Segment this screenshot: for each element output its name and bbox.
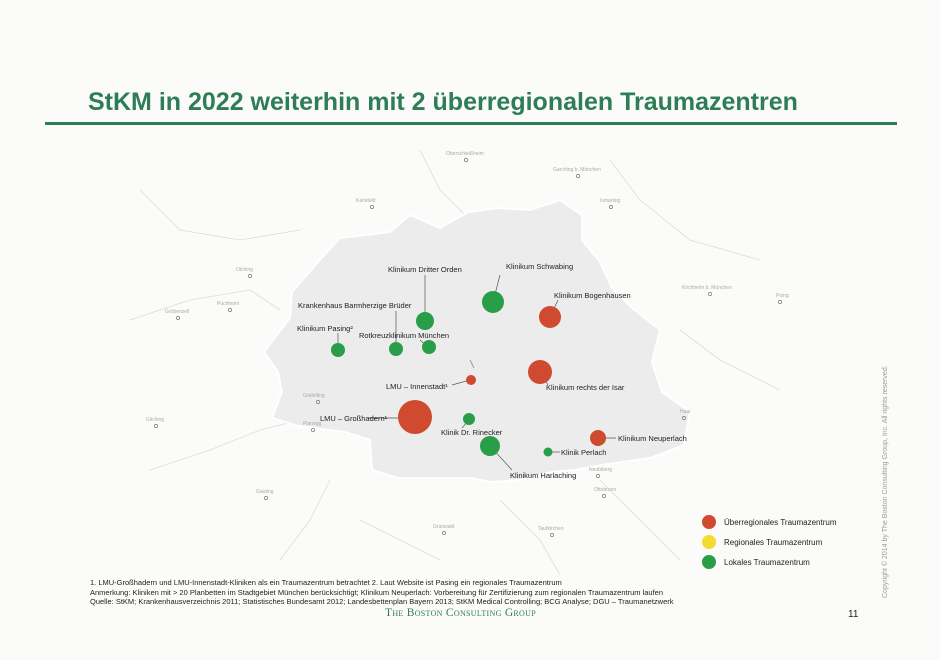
marker-lmu-grosshadern [398, 400, 432, 434]
clinic-label-lmu-grosshadern: LMU – Großhadern¹ [320, 414, 388, 423]
marker-klinikum-neuperlach [590, 430, 606, 446]
legend-dot-ueberregional [702, 515, 716, 529]
marker-klinik-perlach [543, 447, 553, 457]
marker-klinikum-pasing [331, 343, 345, 357]
legend-dot-lokal [702, 555, 716, 569]
footnotes: 1. LMU-Großhadern und LMU-Innenstadt-Kli… [90, 578, 810, 607]
place-label: Garching b. München [553, 167, 601, 173]
title-underline [45, 122, 897, 125]
marker-klinikum-bogenhausen [539, 306, 561, 328]
place-label: Oberschleißheim [446, 151, 484, 157]
marker-klinikum-dritter-orden [416, 312, 434, 330]
marker-klinik-dr-rinecker [463, 413, 475, 425]
legend-dot-regional [702, 535, 716, 549]
place-label: Planegg [303, 421, 322, 427]
place-label: Puchheim [217, 301, 240, 307]
marker-krankenhaus-barmherzige-brueder [389, 342, 403, 356]
clinic-label-lmu-innenstadt: LMU – Innenstadt¹ [386, 382, 448, 391]
clinic-label-dr-rinecker: Klinik Dr. Rinecker [441, 428, 503, 437]
marker-klinikum-rechts-der-isar [528, 360, 552, 384]
place-label: Ottobrunn [594, 487, 617, 493]
place-label: Karlsfeld [356, 198, 376, 204]
marker-klinikum-schwabing [482, 291, 504, 313]
clinic-label-pasing: Klinikum Pasing² [297, 324, 353, 333]
marker-klinikum-harlaching [480, 436, 500, 456]
clinic-label-bogenhausen: Klinikum Bogenhausen [554, 291, 631, 300]
place-label: Taufkirchen [538, 526, 564, 532]
place-label: Gröbenzell [165, 309, 190, 315]
legend-label: Lokales Traumazentrum [724, 557, 810, 567]
munich-city-area [262, 198, 692, 484]
place-label: Olching [236, 267, 253, 273]
clinic-label-rechts-der-isar: Klinikum rechts der Isar [546, 383, 625, 392]
legend-item: Überregionales Traumazentrum [702, 512, 882, 532]
footnote-line: Quelle: StKM; Krankenhausverzeichnis 201… [90, 597, 674, 606]
copyright-notice: Copyright © 2014 by The Boston Consultin… [882, 365, 889, 598]
clinic-label-neuperlach: Klinikum Neuperlach [618, 434, 687, 443]
place-label: Haar [680, 409, 691, 415]
clinic-label-harlaching: Klinikum Harlaching [510, 471, 577, 480]
district-borders [129, 149, 781, 576]
page-number: 11 [848, 609, 859, 620]
clinic-label-dritter-orden: Klinikum Dritter Orden [388, 265, 462, 274]
legend-label: Überregionales Traumazentrum [724, 517, 837, 527]
legend-item: Lokales Traumazentrum [702, 552, 882, 572]
place-label: Kirchheim b. München [682, 285, 732, 291]
place-label: Ismaning [600, 198, 621, 204]
place-label: Poing [776, 293, 789, 299]
place-label: Neubiberg [589, 467, 613, 473]
clinic-label-schwabing: Klinikum Schwabing [506, 262, 574, 271]
slide-title: StKM in 2022 weiterhin mit 2 überregiona… [88, 88, 798, 116]
footnote-line: 1. LMU-Großhadern und LMU-Innenstadt-Kli… [90, 578, 562, 587]
clinic-label-perlach: Klinik Perlach [561, 448, 607, 457]
place-label: Gilching [146, 417, 165, 423]
place-label: Gauting [256, 489, 274, 495]
bcg-logo-text: The Boston Consulting Group [385, 607, 536, 619]
legend-label: Regionales Traumazentrum [724, 537, 823, 547]
footnote-line: Anmerkung: Kliniken mit > 20 Planbetten … [90, 587, 664, 597]
place-label: Grünwald [433, 524, 455, 530]
munich-map [129, 149, 782, 576]
clinic-label-rotkreuzklinikum: Rotkreuzklinikum München [359, 331, 450, 340]
marker-rotkreuzklinikum [422, 340, 436, 354]
clinic-label-barmherzige-brueder: Krankenhaus Barmherzige Brüder [298, 301, 412, 310]
legend-item: Regionales Traumazentrum [702, 532, 882, 552]
marker-lmu-innenstadt [466, 375, 476, 385]
legend: Überregionales Traumazentrum Regionales … [702, 512, 882, 572]
place-label: Gräfelfing [303, 393, 325, 399]
place-dots [154, 158, 782, 537]
